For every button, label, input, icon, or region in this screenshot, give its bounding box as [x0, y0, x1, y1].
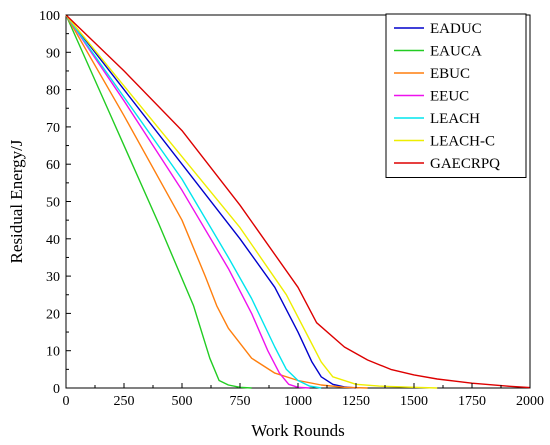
- y-tick-label: 40: [46, 233, 60, 248]
- x-tick-label: 0: [63, 394, 70, 409]
- x-tick-label: 250: [114, 394, 135, 409]
- y-tick-label: 30: [46, 270, 60, 285]
- series-line-ebuc: [65, 14, 368, 389]
- y-axis-label: Residual Energy/J: [7, 139, 26, 263]
- y-tick-label: 90: [46, 46, 60, 61]
- y-tick-label: 20: [46, 307, 60, 322]
- x-tick-label: 1500: [400, 394, 428, 409]
- legend-label-ebuc: EBUC: [430, 66, 470, 82]
- x-tick-label: 1250: [342, 394, 370, 409]
- legend-label-eaduc: EADUC: [430, 21, 482, 37]
- y-tick-label: 50: [46, 196, 60, 211]
- series-line-eauca: [65, 14, 252, 389]
- legend: EADUC EAUCA EBUC EEUC LEACH LEACH-C GAECRPQ: [385, 13, 527, 178]
- x-axis-label: Work Rounds: [251, 421, 345, 440]
- axis-ticks: 0 250 500 750 1000 1250 1500 1750 2000 0 10 20 30 40 5…: [39, 9, 544, 409]
- legend-label-eauca: EAUCA: [430, 44, 482, 60]
- legend-label-leach: LEACH: [430, 111, 480, 127]
- y-tick-label: 60: [46, 158, 60, 173]
- x-tick-label: 1750: [458, 394, 486, 409]
- series-line-leach-c: [65, 14, 438, 389]
- y-tick-label: 0: [53, 382, 60, 397]
- x-tick-label: 500: [172, 394, 193, 409]
- series-line-eeuc: [65, 14, 310, 389]
- x-tick-label: 1000: [284, 394, 312, 409]
- series-line-gaecrpq: [65, 14, 531, 389]
- y-tick-label: 80: [46, 84, 60, 99]
- legend-label-gaecrpq: GAECRPQ: [430, 156, 500, 172]
- x-tick-label: 2000: [516, 394, 544, 409]
- series-line-eaduc: [65, 14, 357, 389]
- y-tick-label: 10: [46, 345, 60, 360]
- series-line-leach: [65, 14, 322, 389]
- legend-label-eeuc: EEUC: [430, 89, 469, 105]
- y-tick-label: 100: [39, 9, 60, 24]
- series-layer: [65, 14, 531, 389]
- x-tick-label: 750: [230, 394, 251, 409]
- y-tick-label: 70: [46, 121, 60, 136]
- legend-label-leach-c: LEACH-C: [430, 134, 495, 150]
